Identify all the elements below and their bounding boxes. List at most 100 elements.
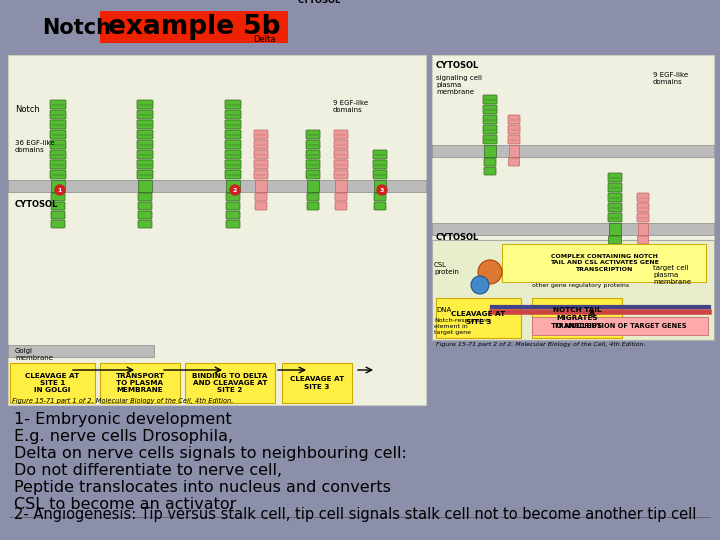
FancyBboxPatch shape — [637, 213, 649, 222]
FancyBboxPatch shape — [225, 150, 241, 159]
Text: CSL to become an activator: CSL to become an activator — [14, 497, 236, 512]
Text: COMPLEX CONTAINING NOTCH
TAIL AND CSL ACTIVATES GENE
TRANSCRIPTION: COMPLEX CONTAINING NOTCH TAIL AND CSL AC… — [549, 254, 658, 272]
FancyBboxPatch shape — [306, 140, 320, 149]
FancyBboxPatch shape — [50, 160, 66, 169]
FancyBboxPatch shape — [436, 298, 521, 338]
FancyBboxPatch shape — [225, 170, 241, 179]
FancyBboxPatch shape — [502, 244, 706, 282]
Text: signaling cell
plasma
membrane: signaling cell plasma membrane — [436, 75, 482, 95]
Text: BINDING TO DELTA
AND CLEAVAGE AT
SITE 2: BINDING TO DELTA AND CLEAVAGE AT SITE 2 — [192, 373, 268, 394]
Bar — [638, 223, 648, 235]
Text: CYTOSOL: CYTOSOL — [436, 233, 480, 242]
FancyBboxPatch shape — [334, 160, 348, 169]
FancyBboxPatch shape — [608, 213, 622, 222]
Text: CYTOSOL: CYTOSOL — [436, 61, 480, 70]
Circle shape — [478, 260, 502, 284]
FancyBboxPatch shape — [225, 160, 241, 169]
Circle shape — [55, 185, 65, 195]
FancyBboxPatch shape — [334, 130, 348, 139]
Text: other gene regulatory proteins: other gene regulatory proteins — [532, 283, 629, 288]
FancyBboxPatch shape — [637, 193, 649, 202]
FancyBboxPatch shape — [51, 202, 65, 210]
Bar — [51, 180, 65, 192]
Text: Do not differentiate to nerve cell,: Do not differentiate to nerve cell, — [14, 463, 282, 478]
Text: 2- Angiogenesis: Tip versus stalk cell, tip cell signals stalk cell not to becom: 2- Angiogenesis: Tip versus stalk cell, … — [14, 507, 696, 522]
Bar — [374, 180, 386, 192]
FancyBboxPatch shape — [306, 130, 320, 139]
FancyBboxPatch shape — [137, 120, 153, 129]
FancyBboxPatch shape — [138, 211, 152, 219]
FancyBboxPatch shape — [226, 193, 240, 201]
FancyBboxPatch shape — [374, 193, 386, 201]
Text: Peptide translocates into nucleus and converts: Peptide translocates into nucleus and co… — [14, 480, 391, 495]
FancyBboxPatch shape — [226, 211, 240, 219]
FancyBboxPatch shape — [532, 317, 708, 335]
Text: Golgi
membrane: Golgi membrane — [15, 348, 53, 361]
Bar — [8, 345, 154, 357]
Text: example 5b: example 5b — [108, 14, 280, 40]
Text: CLEAVAGE AT
SITE 3: CLEAVAGE AT SITE 3 — [451, 311, 505, 325]
FancyBboxPatch shape — [137, 100, 153, 109]
FancyBboxPatch shape — [335, 202, 347, 210]
FancyBboxPatch shape — [483, 105, 497, 114]
FancyBboxPatch shape — [373, 160, 387, 169]
FancyBboxPatch shape — [50, 170, 66, 179]
FancyBboxPatch shape — [137, 160, 153, 169]
FancyBboxPatch shape — [373, 150, 387, 159]
FancyBboxPatch shape — [608, 203, 622, 212]
Text: 9 EGF-like
domains: 9 EGF-like domains — [653, 72, 688, 85]
FancyBboxPatch shape — [508, 135, 520, 144]
FancyBboxPatch shape — [373, 170, 387, 179]
FancyBboxPatch shape — [483, 125, 497, 134]
FancyBboxPatch shape — [226, 202, 240, 210]
Bar — [432, 145, 714, 157]
FancyBboxPatch shape — [225, 120, 241, 129]
FancyBboxPatch shape — [484, 158, 496, 166]
FancyBboxPatch shape — [50, 140, 66, 149]
Text: Figure 15-71 part 1 of 2. Molecular Biology of the Cell, 4th Edition.: Figure 15-71 part 1 of 2. Molecular Biol… — [12, 398, 233, 404]
Text: DNA: DNA — [436, 307, 451, 313]
FancyBboxPatch shape — [306, 160, 320, 169]
FancyBboxPatch shape — [100, 11, 288, 43]
Bar — [307, 180, 319, 192]
Circle shape — [471, 276, 489, 294]
Text: E.g. nerve cells Drosophila,: E.g. nerve cells Drosophila, — [14, 429, 233, 444]
FancyBboxPatch shape — [254, 150, 268, 159]
Text: NOTCH TAIL
MIGRATES
TO NUCLEUS: NOTCH TAIL MIGRATES TO NUCLEUS — [552, 307, 603, 328]
FancyBboxPatch shape — [254, 130, 268, 139]
Text: 36 EGF-like
domains: 36 EGF-like domains — [15, 140, 55, 153]
FancyBboxPatch shape — [335, 193, 347, 201]
FancyBboxPatch shape — [637, 236, 649, 244]
Text: CYTOSOL: CYTOSOL — [15, 200, 58, 209]
Bar — [138, 180, 152, 192]
FancyBboxPatch shape — [483, 135, 497, 144]
FancyBboxPatch shape — [334, 140, 348, 149]
FancyBboxPatch shape — [137, 170, 153, 179]
Text: Notch: Notch — [42, 18, 111, 38]
FancyBboxPatch shape — [137, 150, 153, 159]
FancyBboxPatch shape — [137, 140, 153, 149]
FancyBboxPatch shape — [138, 202, 152, 210]
Text: 2: 2 — [233, 187, 237, 192]
Bar — [335, 180, 347, 192]
FancyBboxPatch shape — [608, 236, 621, 244]
FancyBboxPatch shape — [306, 170, 320, 179]
Text: Delta: Delta — [253, 36, 276, 44]
FancyBboxPatch shape — [608, 254, 621, 262]
FancyBboxPatch shape — [637, 203, 649, 212]
Text: 9 EGF-like
domains: 9 EGF-like domains — [333, 100, 368, 113]
FancyBboxPatch shape — [50, 120, 66, 129]
FancyBboxPatch shape — [374, 202, 386, 210]
FancyBboxPatch shape — [508, 158, 520, 166]
FancyBboxPatch shape — [50, 150, 66, 159]
FancyBboxPatch shape — [138, 193, 152, 201]
FancyBboxPatch shape — [483, 115, 497, 124]
Text: CSL
protein: CSL protein — [434, 262, 459, 275]
FancyBboxPatch shape — [138, 220, 152, 228]
Text: CLEAVAGE AT
SITE 3: CLEAVAGE AT SITE 3 — [290, 376, 344, 390]
FancyBboxPatch shape — [307, 202, 319, 210]
FancyBboxPatch shape — [334, 150, 348, 159]
FancyBboxPatch shape — [51, 220, 65, 228]
FancyBboxPatch shape — [225, 110, 241, 119]
Bar — [8, 55, 426, 405]
